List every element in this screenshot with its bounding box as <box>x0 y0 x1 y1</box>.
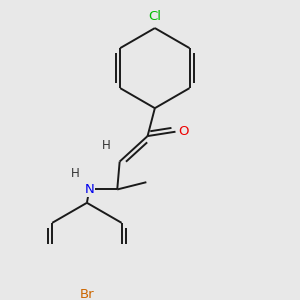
Text: Cl: Cl <box>148 10 161 23</box>
Text: O: O <box>179 125 189 138</box>
Text: Br: Br <box>80 288 94 300</box>
Text: H: H <box>70 167 79 180</box>
Text: H: H <box>102 139 111 152</box>
Text: N: N <box>85 183 94 196</box>
